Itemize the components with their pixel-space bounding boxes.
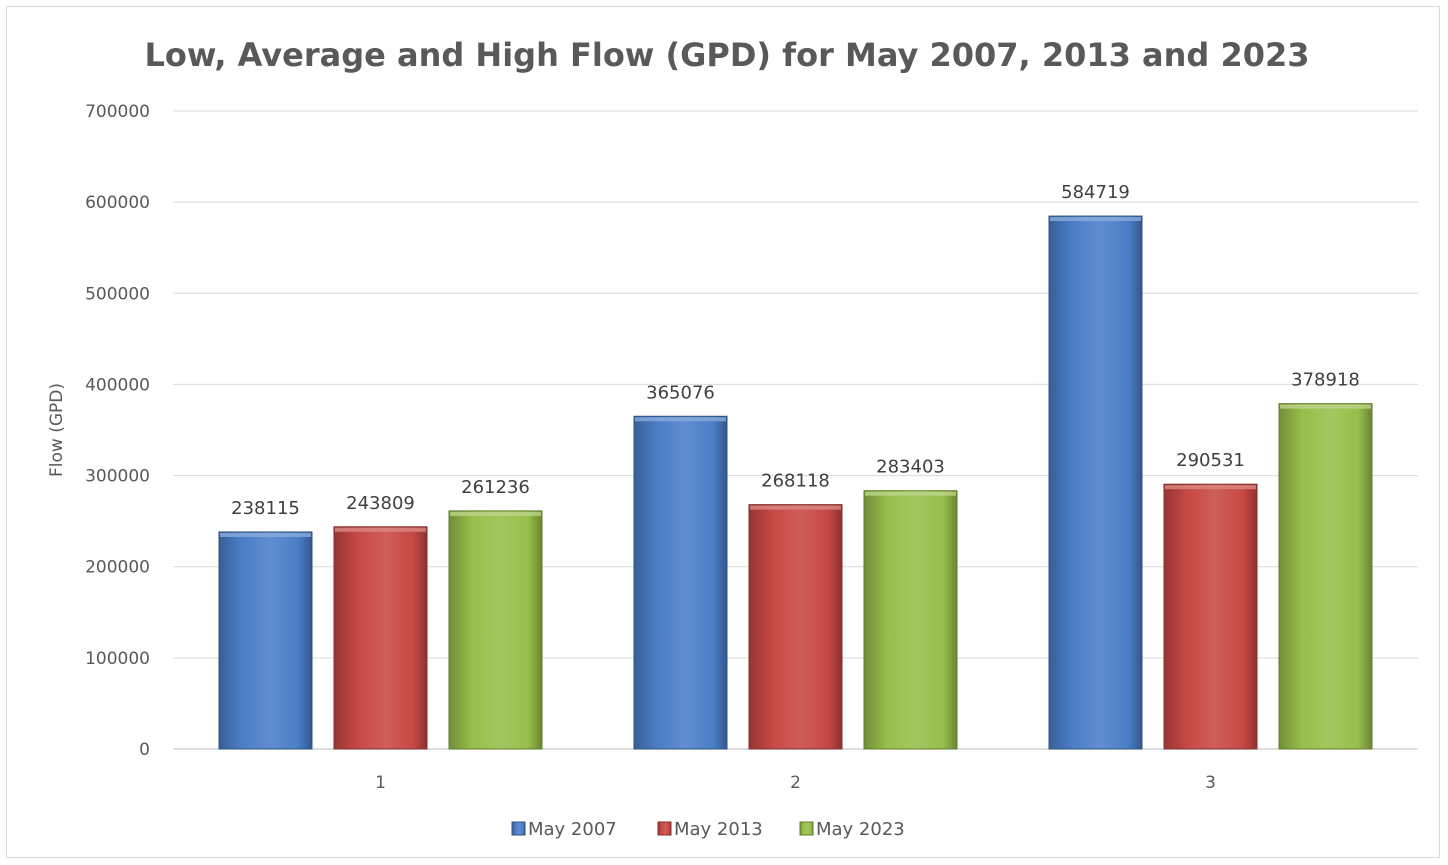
bar-may-2013-cat-2: [748, 504, 843, 750]
data-label: 365076: [646, 382, 715, 403]
bar-top-bevel: [450, 511, 541, 516]
data-label: 378918: [1291, 370, 1360, 391]
bars: [218, 215, 1373, 750]
legend-item-may-2023: May 2023: [799, 819, 905, 840]
chart-title: Low, Average and High Flow (GPD) for May…: [144, 36, 1309, 74]
y-tick-label: 200000: [85, 558, 150, 578]
legend-item-may-2013: May 2013: [657, 819, 763, 840]
legend-swatch: [511, 821, 526, 836]
bar-top-bevel: [335, 527, 426, 532]
x-tick-label: 1: [375, 773, 386, 793]
legend-label: May 2023: [816, 819, 905, 840]
y-tick-label: 100000: [85, 649, 150, 669]
data-label: 283403: [876, 457, 945, 478]
bar-may-2007-cat-1: [218, 531, 313, 750]
legend: May 2007 May 2013 May 2023: [511, 819, 905, 840]
y-tick-label: 400000: [85, 375, 150, 395]
bar-top-bevel: [865, 491, 956, 496]
data-label: 261236: [461, 477, 530, 498]
data-label: 584719: [1061, 182, 1130, 203]
data-label: 268118: [761, 471, 830, 492]
legend-swatch: [799, 821, 814, 836]
y-tick-label: 700000: [85, 102, 150, 122]
x-tick-label: 3: [1205, 773, 1216, 793]
legend-label: May 2013: [674, 819, 763, 840]
bar-top-bevel: [635, 417, 726, 422]
data-label: 243809: [346, 493, 415, 514]
y-axis-label: Flow (GPD): [47, 383, 67, 477]
x-tick-label: 2: [790, 773, 801, 793]
bar-may-2013-cat-3: [1163, 483, 1258, 750]
legend-item-may-2007: May 2007: [511, 819, 617, 840]
bar-may-2007-cat-2: [633, 415, 728, 750]
data-label: 238115: [231, 498, 300, 519]
y-tick-label: 300000: [85, 467, 150, 487]
bar-may-2023-cat-1: [448, 510, 543, 750]
bar-may-2007-cat-3: [1048, 215, 1143, 750]
data-label: 290531: [1176, 450, 1245, 471]
bar-top-bevel: [1050, 217, 1141, 222]
bar-may-2023-cat-3: [1278, 403, 1373, 750]
data-labels: 238115 243809 261236 365076 268118 283403 5847…: [231, 182, 1360, 519]
legend-swatch: [657, 821, 672, 836]
bar-may-2013-cat-1: [333, 526, 428, 750]
y-tick-label: 500000: [85, 284, 150, 304]
bar-top-bevel: [220, 532, 311, 537]
y-tick-label: 600000: [85, 193, 150, 213]
bar-may-2023-cat-2: [863, 490, 958, 750]
bar-top-bevel: [1165, 485, 1256, 490]
y-tick-label: 0: [139, 740, 150, 760]
bar-top-bevel: [1280, 404, 1371, 409]
y-axis-ticks: 0 100000 200000 300000 400000 500000 600000 700…: [85, 102, 150, 760]
x-axis-ticks: 1 2 3: [375, 773, 1216, 793]
legend-label: May 2007: [528, 819, 617, 840]
bar-top-bevel: [750, 505, 841, 510]
